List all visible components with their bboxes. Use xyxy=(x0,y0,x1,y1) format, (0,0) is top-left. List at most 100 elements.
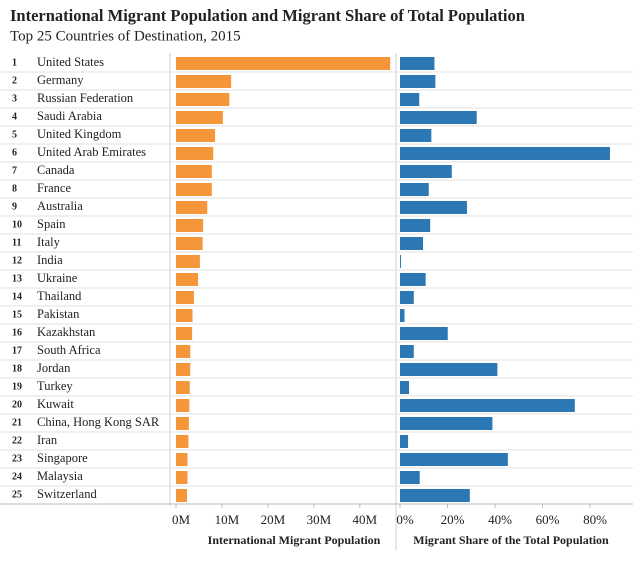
bar xyxy=(400,111,477,124)
bar xyxy=(176,363,191,376)
x-tick-label: 20% xyxy=(441,512,465,527)
axis-title: Migrant Share of the Total Population xyxy=(413,533,609,547)
rank-label: 17 xyxy=(12,345,22,356)
bar xyxy=(176,147,214,160)
bar xyxy=(176,381,190,394)
bar xyxy=(176,327,193,340)
bar xyxy=(400,381,410,394)
category-label: Iran xyxy=(37,433,58,447)
bar xyxy=(400,417,493,430)
rank-label: 15 xyxy=(12,309,22,320)
rank-label: 6 xyxy=(12,147,17,158)
category-label: Singapore xyxy=(37,451,88,465)
rank-label: 18 xyxy=(12,363,22,374)
category-label: Switzerland xyxy=(37,487,97,501)
bar xyxy=(400,273,426,286)
bar xyxy=(176,273,199,286)
rank-label: 25 xyxy=(12,489,22,500)
bar xyxy=(400,363,498,376)
category-label: India xyxy=(37,253,63,267)
rank-label: 13 xyxy=(12,273,22,284)
bar xyxy=(176,291,194,304)
bar xyxy=(176,111,223,124)
bar xyxy=(400,93,420,106)
bar xyxy=(400,129,432,142)
bar xyxy=(400,75,436,88)
bar xyxy=(176,417,189,430)
x-tick-label: 40M xyxy=(353,512,378,527)
category-label: Saudi Arabia xyxy=(37,109,102,123)
bar xyxy=(176,255,200,268)
bar xyxy=(400,327,448,340)
bar xyxy=(176,489,188,502)
category-label: Kazakhstan xyxy=(37,325,96,339)
rank-label: 12 xyxy=(12,255,22,266)
rank-label: 14 xyxy=(12,291,22,302)
bar xyxy=(176,309,193,322)
bar xyxy=(400,183,429,196)
bar xyxy=(400,201,467,214)
rank-label: 2 xyxy=(12,75,17,86)
bar xyxy=(400,147,610,160)
x-tick-label: 60% xyxy=(536,512,560,527)
rank-label: 3 xyxy=(12,93,17,104)
bar xyxy=(176,183,212,196)
bar xyxy=(400,291,414,304)
rank-label: 22 xyxy=(12,435,22,446)
rank-label: 8 xyxy=(12,183,17,194)
x-tick-label: 80% xyxy=(583,512,607,527)
bar xyxy=(400,237,424,250)
category-label: Malaysia xyxy=(37,469,83,483)
x-tick-label: 0% xyxy=(396,512,414,527)
category-label: Thailand xyxy=(37,289,82,303)
rank-label: 23 xyxy=(12,453,22,464)
category-label: Russian Federation xyxy=(37,91,134,105)
rank-label: 1 xyxy=(12,57,17,68)
bar xyxy=(400,165,452,178)
rank-label: 16 xyxy=(12,327,22,338)
category-label: Australia xyxy=(37,199,83,213)
bar xyxy=(400,453,508,466)
x-tick-label: 20M xyxy=(261,512,286,527)
bar xyxy=(176,471,188,484)
category-label: France xyxy=(37,181,71,195)
category-label: Kuwait xyxy=(37,397,74,411)
rank-label: 24 xyxy=(12,471,22,482)
category-label: Jordan xyxy=(37,361,71,375)
bar xyxy=(176,435,189,448)
bar xyxy=(176,93,230,106)
bar xyxy=(400,435,409,448)
bar xyxy=(400,345,414,358)
rank-label: 10 xyxy=(12,219,22,230)
bar xyxy=(176,201,208,214)
bar xyxy=(400,489,470,502)
category-label: Italy xyxy=(37,235,61,249)
x-tick-label: 10M xyxy=(215,512,240,527)
rank-label: 20 xyxy=(12,399,22,410)
x-tick-label: 40% xyxy=(488,512,512,527)
x-tick-label: 0M xyxy=(172,512,191,527)
bar xyxy=(176,345,191,358)
category-label: Turkey xyxy=(37,379,73,393)
category-label: Spain xyxy=(37,217,66,231)
rank-label: 7 xyxy=(12,165,17,176)
rank-label: 11 xyxy=(12,237,21,248)
bar xyxy=(400,219,431,232)
bar xyxy=(400,309,405,322)
category-label: Pakistan xyxy=(37,307,80,321)
category-label: Canada xyxy=(37,163,75,177)
category-label: China, Hong Kong SAR xyxy=(37,415,160,429)
bar xyxy=(176,237,203,250)
category-label: Germany xyxy=(37,73,84,87)
chart-subtitle: Top 25 Countries of Destination, 2015 xyxy=(10,28,241,44)
bar xyxy=(400,471,420,484)
bar xyxy=(176,399,190,412)
bar xyxy=(400,255,401,268)
bar xyxy=(176,129,216,142)
bar xyxy=(176,165,212,178)
category-label: United Arab Emirates xyxy=(37,145,146,159)
category-label: South Africa xyxy=(37,343,101,357)
bar xyxy=(400,57,435,70)
axis-title: International Migrant Population xyxy=(208,533,381,547)
